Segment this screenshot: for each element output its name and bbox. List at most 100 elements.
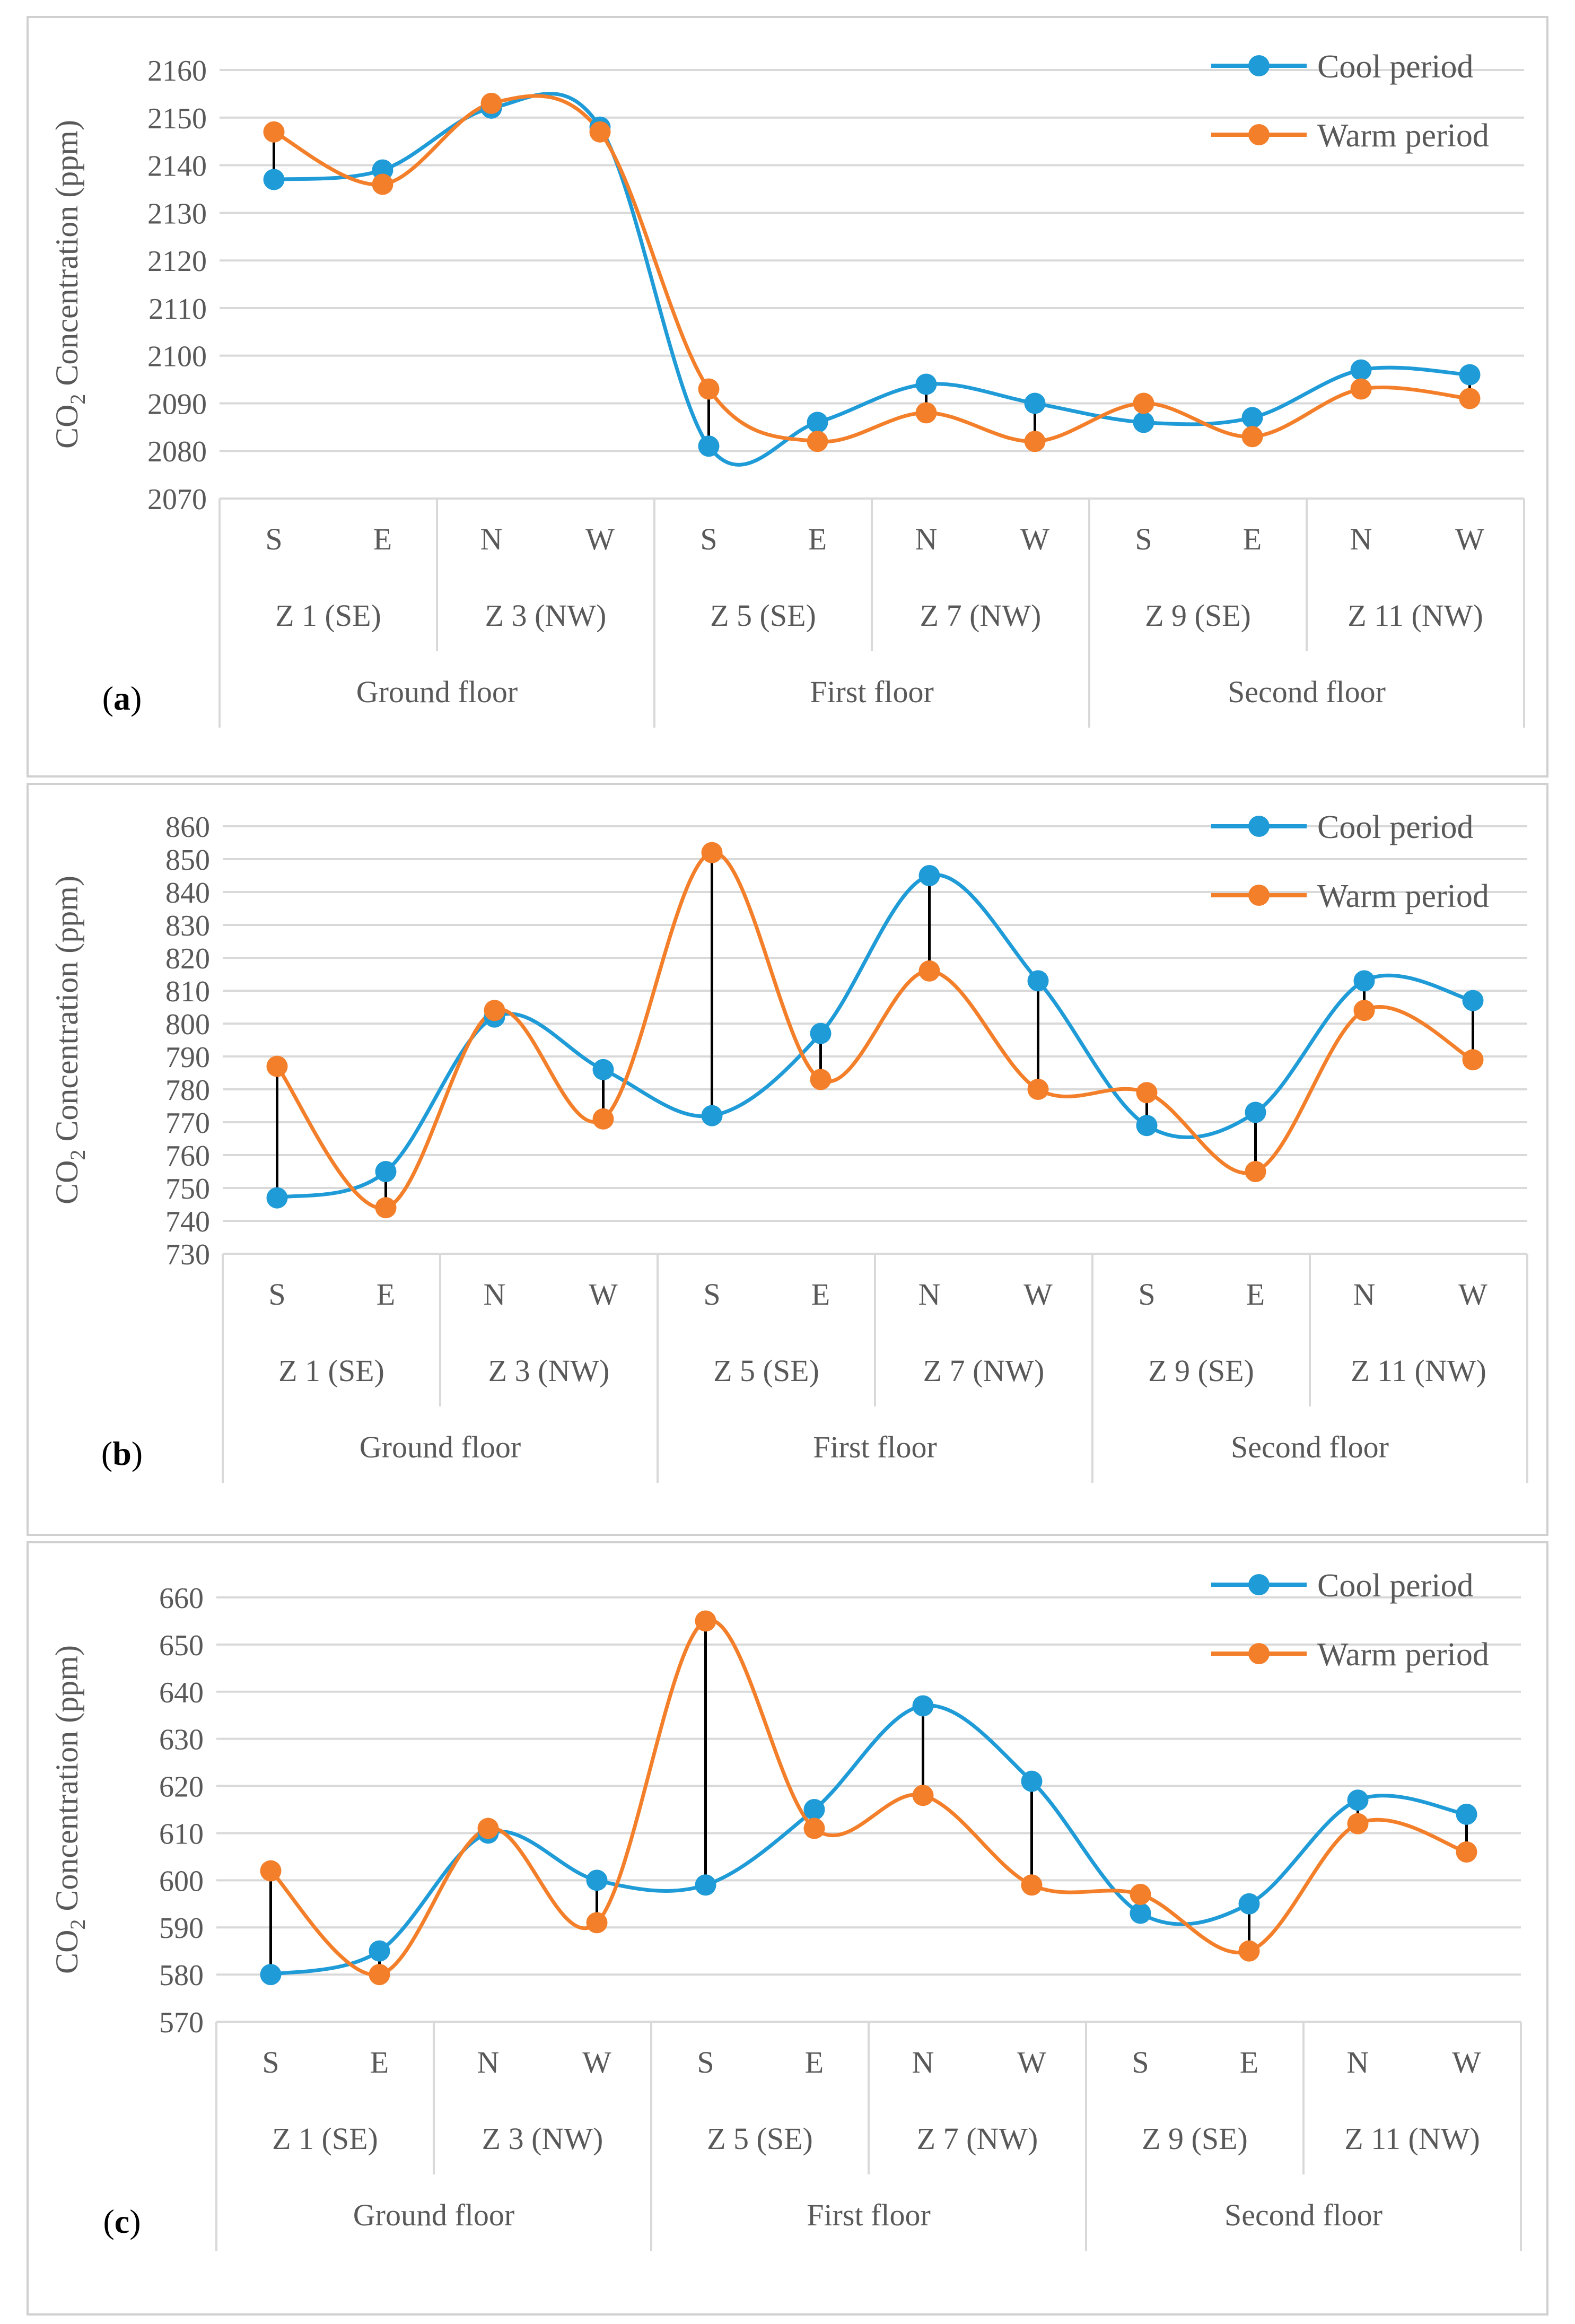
y-tick-label: 2140 — [147, 150, 207, 183]
legend-marker — [1248, 124, 1270, 145]
direction-label: E — [377, 1277, 395, 1312]
y-tick-label: 840 — [165, 877, 210, 910]
data-point-cool — [810, 1023, 832, 1044]
y-tick-label: 2090 — [147, 388, 207, 421]
data-point-warm — [807, 431, 828, 452]
data-point-cool — [369, 1940, 390, 1962]
data-point-cool — [1353, 970, 1375, 992]
data-point-cool — [263, 169, 285, 190]
data-point-warm — [1130, 1884, 1151, 1905]
direction-label: S — [703, 1277, 720, 1312]
data-point-warm — [915, 402, 937, 424]
series-line-cool — [270, 1703, 1467, 1977]
data-point-cool — [918, 865, 940, 886]
data-point-cool — [1027, 970, 1049, 992]
data-point-cool — [1456, 1803, 1477, 1825]
direction-label: W — [1458, 1277, 1488, 1312]
data-point-warm — [701, 842, 723, 863]
y-tick-label: 2100 — [147, 340, 207, 373]
y-tick-label: 2160 — [147, 55, 207, 88]
direction-label: N — [484, 1277, 506, 1312]
data-point-warm — [1462, 1049, 1484, 1071]
data-point-cool — [1133, 412, 1154, 433]
data-point-warm — [695, 1610, 716, 1632]
y-tick-label: 2150 — [147, 102, 207, 135]
data-point-cool — [1459, 364, 1481, 386]
data-point-warm — [586, 1912, 608, 1934]
data-point-warm — [918, 960, 940, 982]
y-tick-label: 850 — [165, 844, 210, 877]
data-point-cool — [807, 412, 828, 433]
direction-label: N — [915, 522, 938, 556]
y-tick-label: 640 — [159, 1676, 204, 1709]
series-line-cool — [274, 92, 1470, 467]
y-tick-label: 750 — [165, 1173, 210, 1205]
data-point-cool — [1241, 407, 1263, 429]
zone-label: Z 7 (NW) — [917, 2121, 1038, 2156]
zone-label: Z 5 (SE) — [707, 2121, 813, 2156]
data-point-cool — [1024, 392, 1046, 414]
data-point-warm — [1456, 1841, 1477, 1863]
data-point-cool — [1347, 1789, 1369, 1811]
legend-label: Cool period — [1317, 49, 1473, 85]
direction-label: E — [1240, 2045, 1258, 2080]
panel-label: (b) — [101, 1435, 143, 1472]
y-tick-label: 730 — [165, 1238, 210, 1271]
data-point-warm — [1024, 431, 1046, 452]
data-point-cool — [1245, 1102, 1266, 1123]
y-tick-label: 780 — [165, 1074, 210, 1107]
data-point-warm — [1027, 1079, 1049, 1100]
direction-label: W — [585, 522, 615, 556]
y-tick-label: 590 — [159, 1912, 204, 1945]
data-point-cool — [803, 1799, 825, 1820]
data-point-warm — [1238, 1940, 1260, 1962]
data-point-cool — [260, 1964, 282, 1986]
zone-label: Z 11 (NW) — [1351, 1353, 1486, 1388]
direction-label: W — [582, 2045, 611, 2080]
data-point-warm — [698, 378, 720, 400]
direction-label: N — [1353, 1277, 1376, 1312]
floor-label: First floor — [813, 1430, 937, 1464]
direction-label: E — [373, 522, 392, 556]
chart-svg-a: 2070 2080 2090 2100 2110 2120 2130 2140 2150 2160… — [49, 49, 1525, 728]
data-point-warm — [810, 1069, 832, 1090]
y-axis-title: CO2 Concentration (ppm) — [49, 120, 90, 449]
y-axis-title: CO2 Concentration (ppm) — [49, 876, 90, 1204]
panel-label: (a) — [102, 679, 142, 717]
y-tick-label: 630 — [159, 1724, 204, 1757]
direction-label: N — [477, 2045, 500, 2080]
direction-label: S — [265, 522, 282, 556]
data-point-cool — [266, 1187, 288, 1209]
direction-label: S — [697, 2045, 714, 2080]
legend-label: Warm period — [1317, 1637, 1489, 1673]
zone-label: Z 1 (SE) — [275, 598, 381, 633]
zone-label: Z 9 (SE) — [1148, 1353, 1254, 1388]
direction-label: E — [1246, 1277, 1265, 1312]
direction-label: W — [1020, 522, 1049, 556]
zone-label: Z 1 (SE) — [278, 1353, 384, 1388]
direction-label: N — [1350, 522, 1372, 556]
y-tick-label: 2070 — [147, 483, 207, 516]
y-tick-label: 570 — [159, 2006, 204, 2039]
data-point-cool — [375, 1161, 397, 1182]
zone-label: Z 11 (NW) — [1344, 2121, 1480, 2156]
data-point-warm — [1459, 388, 1481, 409]
series-line-warm — [273, 94, 1470, 444]
data-point-cool — [1350, 359, 1372, 381]
legend-marker — [1248, 885, 1270, 906]
y-tick-label: 2120 — [147, 245, 207, 278]
data-point-warm — [1245, 1161, 1266, 1182]
y-tick-label: 820 — [165, 942, 210, 975]
data-point-cool — [1130, 1902, 1151, 1924]
direction-label: N — [912, 2045, 934, 2080]
data-point-cool — [912, 1695, 934, 1717]
y-tick-label: 2130 — [147, 197, 207, 230]
y-tick-label: 800 — [165, 1008, 210, 1041]
floor-label: Ground floor — [356, 675, 518, 709]
direction-label: W — [1455, 522, 1484, 556]
data-point-warm — [477, 1818, 499, 1839]
direction-label: W — [589, 1277, 618, 1312]
zone-label: Z 1 (SE) — [272, 2121, 378, 2156]
data-point-warm — [375, 1197, 397, 1219]
data-point-warm — [372, 173, 393, 195]
